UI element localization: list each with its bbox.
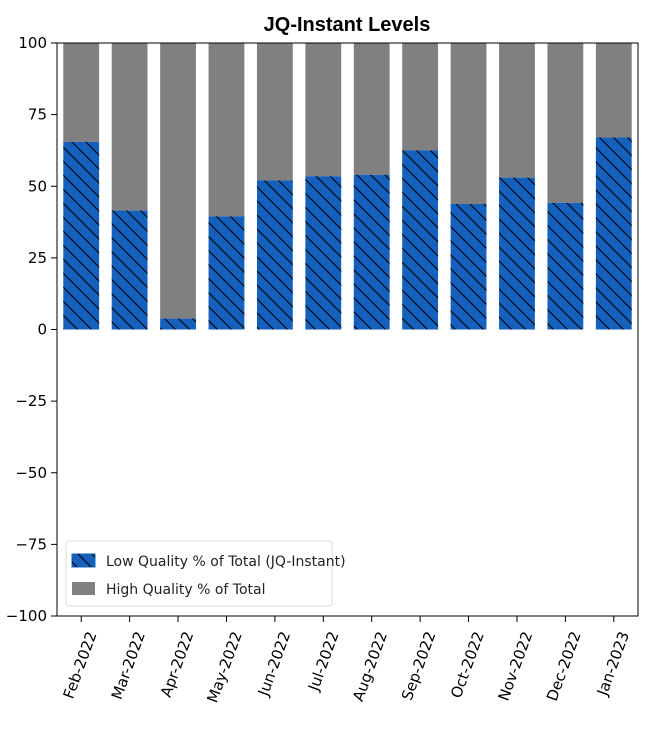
legend-label-high-quality: High Quality % of Total [106,582,266,598]
bar-low-quality-hatch-Jul-2022 [305,176,342,330]
x-tick-label: Oct-2022 [447,629,488,700]
bar-high-quality-Jun-2022 [256,43,293,181]
y-tick-label: 25 [28,249,47,267]
y-tick-label: −50 [15,464,47,482]
bar-low-quality-hatch-Sep-2022 [402,150,439,330]
legend-label-low-quality: Low Quality % of Total (JQ-Instant) [106,554,346,570]
x-tick-label: Jul-2022 [304,629,342,694]
bar-low-quality-hatch-Feb-2022 [63,141,100,330]
bar-high-quality-Oct-2022 [450,43,487,205]
bar-high-quality-May-2022 [208,43,245,217]
x-tick-label: Nov-2022 [495,629,537,703]
legend-box [65,540,333,607]
bar-high-quality-Mar-2022 [111,43,148,211]
y-tick-label: −100 [6,607,47,625]
plot-area [63,43,632,330]
bar-low-quality-hatch-Aug-2022 [353,174,390,330]
bar-low-quality-hatch-Oct-2022 [450,204,487,330]
y-axis: 100 75 50 25 0 −25 −50 −75 −100 [6,34,57,625]
bar-low-quality-hatch-Apr-2022 [160,318,196,330]
y-tick-label: 100 [18,34,47,52]
x-axis: Feb-2022 Mar-2022 Apr-2022 May-2022 Jun-2022… [60,616,633,705]
chart-title: JQ-Instant Levels [264,14,431,36]
x-tick-label: Apr-2022 [157,629,197,700]
legend-swatch-high-quality [72,582,95,595]
bar-high-quality-Dec-2022 [547,43,584,203]
bar-high-quality-Sep-2022 [402,43,439,151]
bar-low-quality-hatch-Dec-2022 [547,202,584,330]
legend: Low Quality % of Total (JQ-Instant) High… [65,540,346,607]
plot-frame [56,42,639,617]
bar-high-quality-Jul-2022 [305,43,342,177]
y-tick-label: 75 [28,106,47,124]
bar-low-quality-hatch-May-2022 [208,216,245,330]
y-tick-label: −25 [15,392,47,410]
x-tick-label: Jan-2023 [593,629,633,699]
bar-low-quality-hatch-Jan-2023 [595,137,632,330]
x-tick-label: Feb-2022 [60,629,101,701]
bar-high-quality-Jan-2023 [595,43,632,138]
x-tick-label: Aug-2022 [349,629,391,704]
y-tick-label: 50 [28,177,47,195]
bar-high-quality-Aug-2022 [353,43,390,175]
x-tick-label: Dec-2022 [543,629,585,703]
bar-high-quality-Nov-2022 [499,43,535,178]
x-tick-label: Mar-2022 [108,629,149,702]
y-tick-label: −75 [15,535,47,553]
x-tick-label: Sep-2022 [398,629,439,703]
bar-low-quality-hatch-Mar-2022 [111,210,148,330]
x-tick-label: May-2022 [203,629,245,705]
bar-high-quality-Feb-2022 [63,43,100,142]
bar-low-quality-hatch-Nov-2022 [499,177,535,330]
legend-swatch-low-quality-hatch [72,554,95,567]
y-tick-label: 0 [37,321,47,339]
x-tick-label: Jun-2022 [254,629,294,699]
bar-low-quality-hatch-Jun-2022 [256,180,293,330]
bar-high-quality-Apr-2022 [160,43,196,319]
